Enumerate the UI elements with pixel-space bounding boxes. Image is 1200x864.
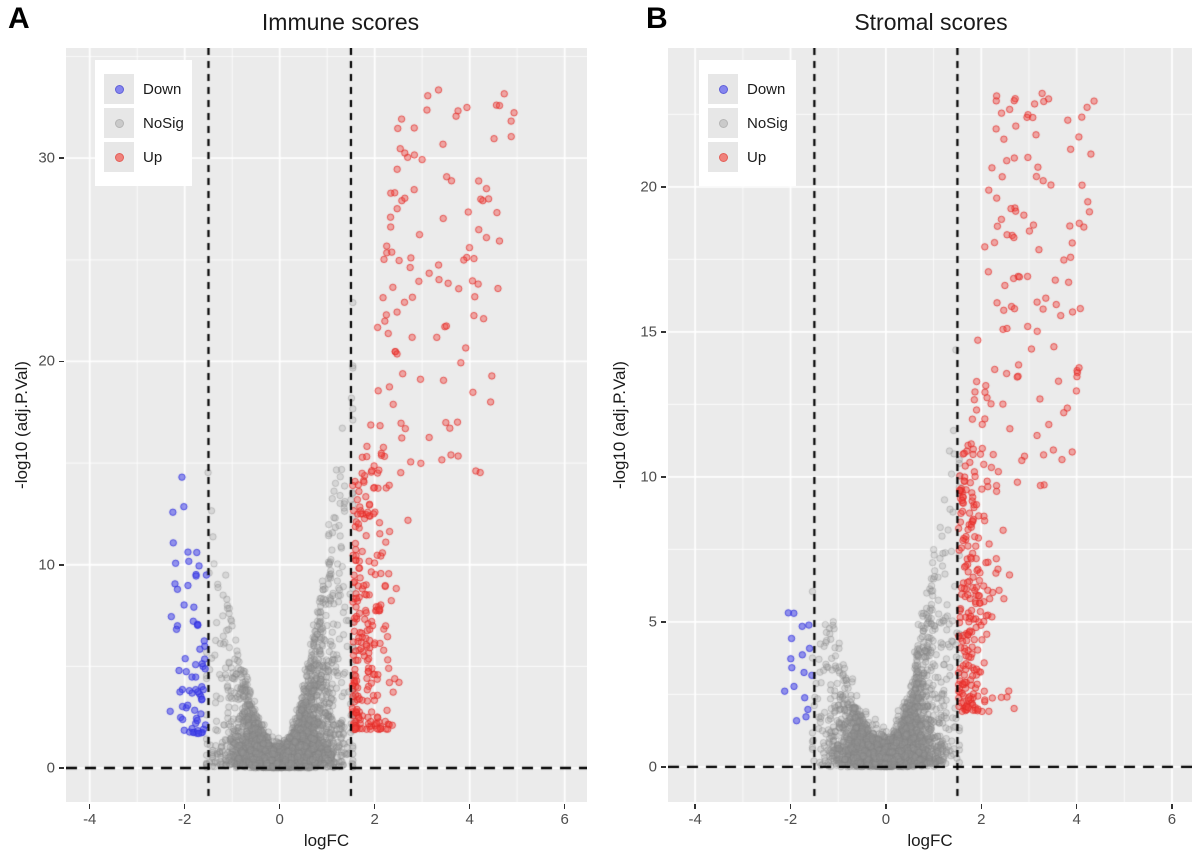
y-tick-label: 0 — [648, 758, 657, 776]
y-axis-label: -log10 (adj.P.Val) — [610, 361, 629, 489]
legend: Down NoSig Up — [699, 60, 796, 186]
chart-title-immune: Immune scores — [261, 9, 420, 35]
legend-label: Down — [143, 80, 182, 98]
y-tick-mark — [661, 331, 666, 333]
y-tick-mark — [59, 157, 64, 159]
legend-label: Up — [143, 148, 163, 166]
x-tick-label: 4 — [1072, 811, 1081, 828]
legend-marker-down-icon — [114, 84, 124, 94]
legend-label: NoSig — [747, 114, 788, 132]
y-tick-label: 15 — [640, 323, 657, 341]
y-tick-mark — [59, 767, 64, 769]
legend-marker-up-icon — [114, 152, 124, 162]
legend-label: NoSig — [143, 114, 184, 132]
y-tick-label: 20 — [38, 352, 55, 370]
y-tick-label: 10 — [38, 556, 55, 574]
x-tick-mark — [980, 804, 982, 809]
y-tick-label: 30 — [38, 149, 55, 167]
legend-item-down: Down — [708, 72, 788, 106]
legend-marker-nosig-icon — [718, 118, 728, 128]
y-tick-mark — [59, 360, 64, 363]
x-axis-label: logFC — [303, 831, 350, 850]
x-tick-label: 4 — [465, 811, 474, 828]
legend-key — [708, 142, 738, 172]
y-tick-label: 20 — [640, 178, 657, 196]
x-tick-label: 6 — [560, 811, 569, 828]
y-tick-mark — [59, 564, 64, 566]
panel-label-b: B — [646, 2, 668, 35]
x-tick-label: -4 — [83, 811, 97, 828]
x-tick-mark — [183, 804, 186, 809]
y-tick-label: 5 — [648, 613, 657, 631]
legend-label: Up — [747, 148, 767, 166]
x-tick-mark — [88, 804, 91, 809]
x-tick-label: 2 — [977, 811, 986, 828]
legend-key — [708, 74, 738, 104]
legend: Down NoSig Up — [95, 60, 192, 186]
y-tick-mark — [661, 186, 666, 188]
x-tick-label: 0 — [275, 811, 284, 828]
x-tick-label: -4 — [688, 811, 702, 828]
x-tick-mark — [789, 804, 792, 809]
x-tick-mark — [694, 804, 696, 809]
y-tick-label: 10 — [640, 468, 657, 486]
legend-key — [104, 142, 134, 172]
panel-label-a: A — [8, 2, 30, 35]
legend-marker-nosig-icon — [114, 118, 124, 128]
legend-item-up: Up — [708, 140, 788, 174]
x-tick-mark — [1171, 804, 1173, 809]
x-tick-label: 6 — [1167, 811, 1177, 828]
y-tick-mark — [661, 476, 666, 478]
x-tick-mark — [468, 804, 471, 809]
x-tick-mark — [563, 804, 566, 809]
x-tick-label: 0 — [881, 811, 891, 828]
x-axis-label: logFC — [907, 831, 953, 850]
y-tick-mark — [661, 621, 666, 623]
legend-item-up: Up — [104, 140, 184, 174]
x-tick-label: 2 — [370, 811, 379, 828]
legend-marker-up-icon — [718, 152, 728, 162]
x-tick-mark — [278, 804, 281, 809]
x-tick-mark — [1075, 804, 1078, 809]
x-tick-mark — [373, 804, 376, 809]
legend-key — [104, 74, 134, 104]
y-tick-label: 0 — [46, 759, 55, 777]
y-tick-mark — [661, 766, 666, 768]
x-tick-label: -2 — [178, 811, 192, 828]
legend-label: Down — [747, 80, 786, 98]
legend-key — [104, 108, 134, 138]
x-tick-label: -2 — [783, 811, 798, 828]
legend-item-down: Down — [104, 72, 184, 106]
chart-title-stromal: Stromal scores — [854, 9, 1008, 35]
legend-marker-down-icon — [718, 84, 728, 94]
legend-item-nosig: NoSig — [708, 106, 788, 140]
legend-key — [708, 108, 738, 138]
x-tick-mark — [885, 804, 887, 809]
legend-item-nosig: NoSig — [104, 106, 184, 140]
